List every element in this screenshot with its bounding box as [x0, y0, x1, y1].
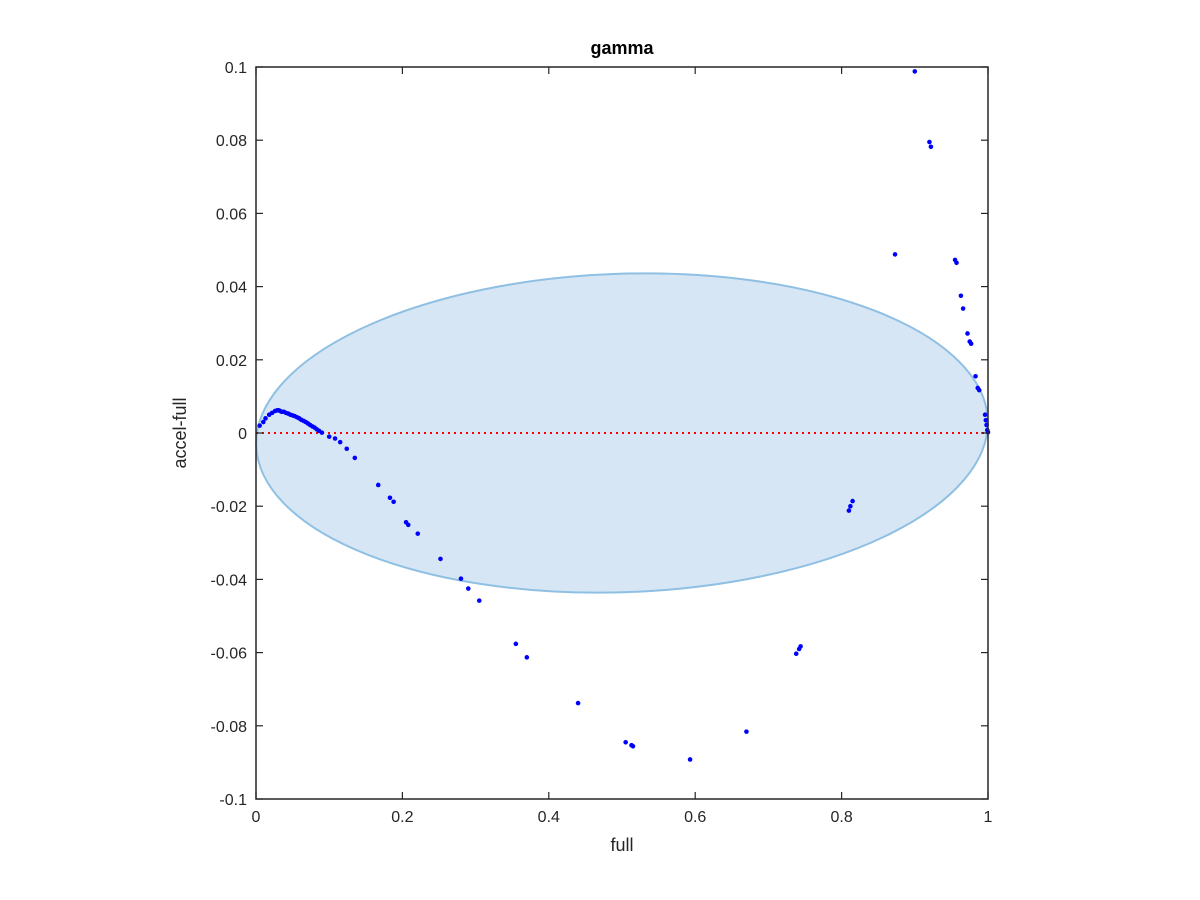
x-tick-label: 0.4	[538, 809, 560, 826]
chart-title: gamma	[590, 38, 654, 58]
y-axis-label: accel-full	[170, 397, 190, 468]
data-point	[846, 508, 852, 513]
y-tick-label: 0.08	[216, 133, 247, 150]
data-point	[438, 556, 443, 562]
y-tick-label: -0.08	[211, 719, 248, 736]
data-point	[973, 373, 978, 379]
x-axis-label: full	[610, 835, 633, 855]
x-tick-label: 0	[252, 809, 261, 826]
data-point	[524, 655, 530, 660]
data-point	[319, 430, 325, 435]
data-point	[332, 436, 338, 441]
data-point	[575, 700, 581, 706]
data-point	[965, 331, 970, 336]
data-point	[623, 739, 628, 745]
data-point	[983, 417, 989, 423]
y-tick-label: -0.04	[211, 572, 248, 589]
data-point	[848, 503, 853, 509]
x-tick-label: 0.2	[391, 809, 413, 826]
data-point	[326, 434, 332, 439]
data-point	[405, 522, 411, 528]
data-point	[263, 416, 268, 421]
data-point	[982, 412, 988, 418]
data-point	[960, 306, 966, 311]
data-point	[375, 482, 381, 488]
data-point	[337, 439, 343, 445]
y-tick-label: 0.02	[216, 353, 247, 370]
x-tick-label: 1	[984, 809, 993, 826]
data-point	[927, 139, 932, 145]
data-point	[257, 423, 262, 428]
y-tick-label: -0.06	[211, 646, 248, 663]
data-point	[892, 252, 898, 257]
data-point	[352, 455, 358, 461]
y-tick-label: 0.1	[225, 60, 247, 77]
data-point	[476, 598, 482, 603]
y-tick-label: 0.06	[216, 206, 247, 223]
data-point	[465, 586, 471, 591]
data-point	[391, 499, 396, 505]
data-point	[958, 293, 964, 299]
data-point	[387, 495, 393, 501]
data-point	[513, 641, 519, 647]
data-point	[850, 498, 855, 504]
x-tick-label: 0.6	[684, 809, 706, 826]
y-tick-label: -0.1	[219, 792, 247, 809]
data-point	[798, 644, 803, 649]
y-tick-label: 0.04	[216, 280, 247, 297]
data-point	[793, 651, 799, 656]
data-point	[415, 531, 421, 536]
data-point	[344, 446, 350, 452]
y-tick-label: 0	[238, 426, 247, 443]
data-point	[630, 743, 636, 749]
data-point	[687, 757, 693, 762]
data-point	[954, 260, 959, 266]
data-point	[976, 387, 982, 393]
data-point	[912, 69, 918, 74]
data-point	[968, 341, 974, 346]
data-point	[261, 419, 266, 425]
data-point	[458, 576, 464, 581]
y-tick-label: -0.02	[211, 499, 248, 516]
data-point	[744, 729, 749, 734]
data-point	[928, 144, 934, 150]
x-tick-label: 0.8	[830, 809, 852, 826]
